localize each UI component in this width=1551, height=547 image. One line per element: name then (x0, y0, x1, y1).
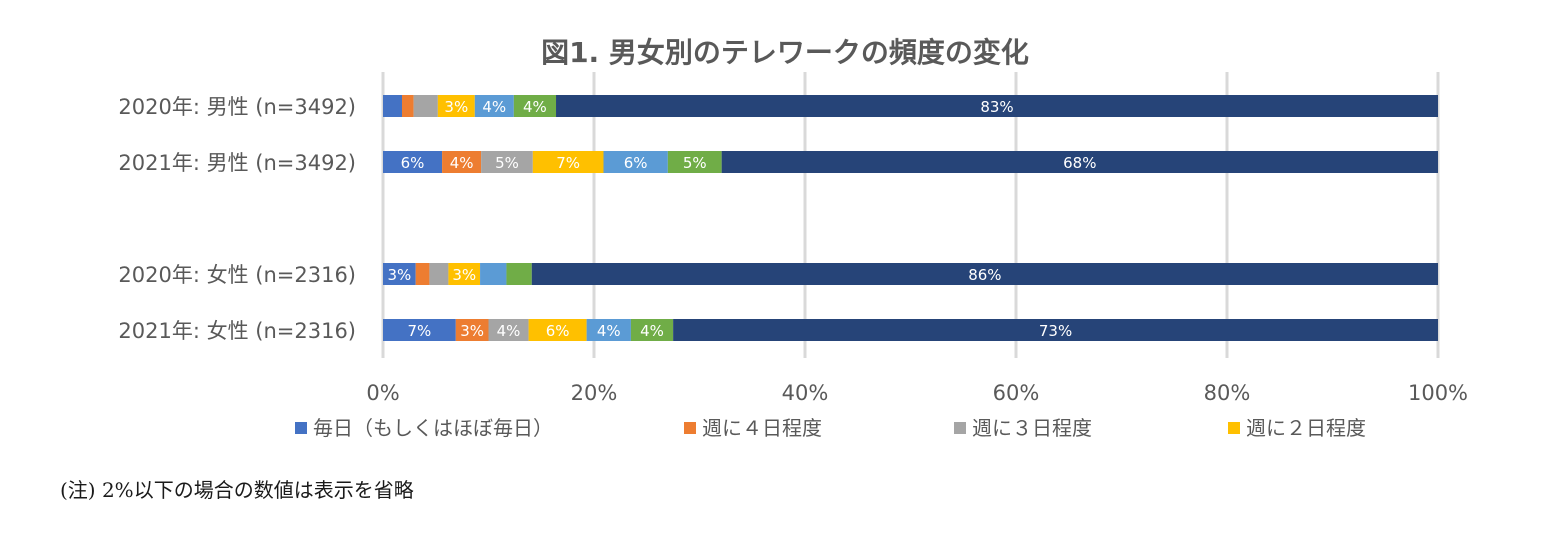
category-label: 2020年: 男性 (n=3492) (118, 95, 356, 119)
bar-segment (383, 95, 402, 117)
bar-segment (531, 263, 1438, 285)
data-label: 6% (624, 154, 648, 172)
legend-label: 週に２日程度 (1246, 416, 1366, 440)
data-label: 3% (452, 266, 476, 284)
data-label: 4% (497, 322, 521, 340)
x-tick-label: 0% (366, 381, 399, 405)
data-label: 4% (640, 322, 664, 340)
bar-segment (448, 263, 481, 285)
footnote: (注) 2%以下の場合の数値は表示を省略 (60, 478, 414, 502)
bar-segment (506, 263, 532, 285)
bar-segment (429, 263, 449, 285)
bar-segment (673, 319, 1438, 341)
bar-segment (481, 151, 533, 173)
category-label: 2021年: 女性 (n=2316) (118, 319, 356, 343)
category-label: 2021年: 男性 (n=3492) (118, 151, 356, 175)
bar-segment (383, 151, 443, 173)
data-label: 7% (407, 322, 431, 340)
bar-segment (603, 151, 668, 173)
category-labels: 2020年: 男性 (n=3492) 2021年: 男性 (n=3492) 2020… (118, 95, 356, 343)
data-label: 73% (1039, 322, 1072, 340)
data-label: 4% (482, 98, 506, 116)
legend-label: 毎日（もしくはほぼ毎日） (313, 416, 553, 440)
legend-swatch (295, 422, 307, 434)
bar-segment (401, 95, 414, 117)
bar-segment (437, 95, 475, 117)
x-tick-label: 20% (571, 381, 618, 405)
legend-label: 週に３日程度 (972, 416, 1092, 440)
x-tick-label: 80% (1204, 381, 1251, 405)
bar-segment (513, 95, 557, 117)
x-tick-label: 40% (782, 381, 829, 405)
bar-segment (383, 263, 416, 285)
bar-segment (532, 151, 604, 173)
bar-segment (383, 319, 456, 341)
data-label: 4% (523, 98, 547, 116)
x-tick-label: 60% (993, 381, 1040, 405)
bar-segment (586, 319, 631, 341)
bar-segment (556, 95, 1438, 117)
data-label: 4% (450, 154, 474, 172)
legend-label: 週に４日程度 (702, 416, 822, 440)
legend-swatch (1228, 422, 1240, 434)
data-label: 7% (556, 154, 580, 172)
gridlines (381, 72, 1440, 358)
bar-segment (480, 263, 507, 285)
data-label: 5% (495, 154, 519, 172)
bar-segment (415, 263, 430, 285)
bar-segment (721, 151, 1438, 173)
data-label: 3% (460, 322, 484, 340)
bar-segment (667, 151, 722, 173)
data-label: 6% (401, 154, 425, 172)
data-label: 6% (546, 322, 570, 340)
data-label: 3% (387, 266, 411, 284)
chart-title: 図1. 男女別のテレワークの頻度の変化 (541, 36, 1029, 69)
bars: 3% 4% 4% 83% 6% 4% 5% 7% 6% 5% 68% 3% 3% 86% 7% 3% 4% 6% 4… (383, 95, 1438, 341)
bar-segment (630, 319, 674, 341)
bar-segment (455, 319, 489, 341)
bar-segment (528, 319, 587, 341)
bar-segment (413, 95, 438, 117)
legend-swatch (684, 422, 696, 434)
legend: 毎日（もしくはほぼ毎日） 週に４日程度 週に３日程度 週に２日程度 (295, 416, 1366, 440)
data-label: 68% (1063, 154, 1096, 172)
data-label: 4% (597, 322, 621, 340)
data-label: 3% (444, 98, 468, 116)
category-label: 2020年: 女性 (n=2316) (118, 263, 356, 287)
bar-segment (442, 151, 482, 173)
bar-segment (474, 95, 514, 117)
data-label: 83% (980, 98, 1013, 116)
data-label: 5% (683, 154, 707, 172)
x-tick-label: 100% (1408, 381, 1468, 405)
x-axis-ticks: 0% 20% 40% 60% 80% 100% (366, 381, 1468, 405)
legend-swatch (954, 422, 966, 434)
bar-segment (488, 319, 529, 341)
data-label: 86% (968, 266, 1001, 284)
